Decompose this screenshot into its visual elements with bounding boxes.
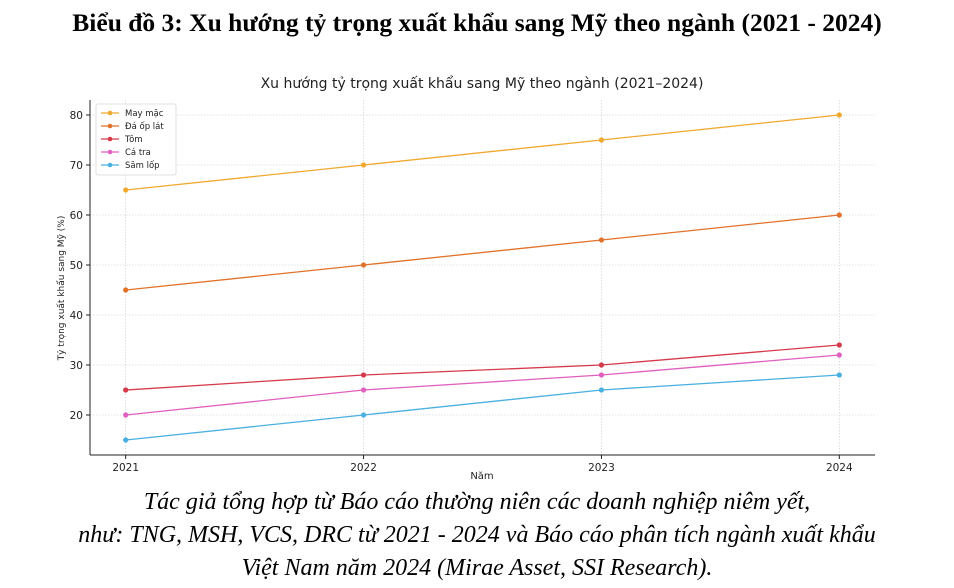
y-tick-label: 70 [70,160,83,172]
data-point [123,437,129,443]
y-tick-label: 80 [70,110,83,122]
y-axis-label: Tỷ trọng xuất khẩu sang Mỹ (%) [56,216,67,362]
data-point [598,237,605,243]
legend-label: May mặc [125,109,164,119]
caption-line: Việt Nam năm 2024 (Mirae Asset, SSI Rese… [241,555,713,581]
legend-label: Cá tra [125,148,151,158]
plot-area [123,112,842,443]
grid-lines [90,100,875,455]
y-axis: 20 30 40 50 60 70 80 [70,100,91,455]
series-line [125,354,840,416]
figure-heading: Biểu đồ 3: Xu hướng tỷ trọng xuất khẩu s… [72,8,882,37]
data-point [360,387,367,393]
legend-label: Đá ốp lát [125,121,164,132]
caption-line: Tác giả tổng hợp từ Báo cáo thường niên … [143,489,811,515]
legend-label: Tôm [124,134,143,145]
source-caption: Tác giả tổng hợp từ Báo cáo thường niên … [0,486,954,585]
series-line [125,374,840,441]
data-point [360,372,367,378]
data-point [123,387,129,393]
data-point [360,162,367,168]
data-point [360,412,367,418]
y-tick-label: 20 [70,410,83,422]
data-point [598,137,605,143]
x-tick-label: 2022 [350,462,377,474]
line-chart: Xu hướng tỷ trọng xuất khẩu sang Mỹ theo… [56,75,875,482]
legend-marker [107,110,113,116]
data-point [836,352,842,358]
chart-title: Xu hướng tỷ trọng xuất khẩu sang Mỹ theo… [261,75,704,92]
series-line [125,344,840,391]
x-axis-label: Năm [470,471,493,482]
data-point [598,372,605,378]
legend-marker [107,149,113,155]
legend-marker [107,162,113,168]
data-point [836,372,842,378]
x-tick-label: 2021 [112,462,139,474]
data-point [598,387,605,393]
y-tick-label: 40 [70,310,83,322]
x-tick-label: 2024 [826,462,853,474]
legend: May mặc Đá ốp lát Tôm Cá tra Săm lốp [95,103,177,176]
x-tick-label: 2023 [588,462,615,474]
data-point [123,412,129,418]
series-line [125,214,840,291]
data-point [836,112,842,118]
y-tick-label: 60 [70,210,83,222]
data-point [836,212,842,218]
data-point [836,342,842,348]
data-point [360,262,367,268]
data-point [123,187,129,193]
legend-marker [107,123,113,129]
legend-marker [107,136,113,142]
y-tick-label: 50 [70,260,83,272]
legend-box [95,103,177,176]
caption-line: như: TNG, MSH, VCS, DRC từ 2021 - 2024 v… [78,522,876,548]
data-point [598,362,605,368]
data-point [123,287,129,293]
y-tick-label: 30 [70,360,83,372]
x-axis: 2021 2022 2023 2024 [90,454,875,474]
series-line [125,114,840,191]
legend-label: Săm lốp [125,160,160,171]
